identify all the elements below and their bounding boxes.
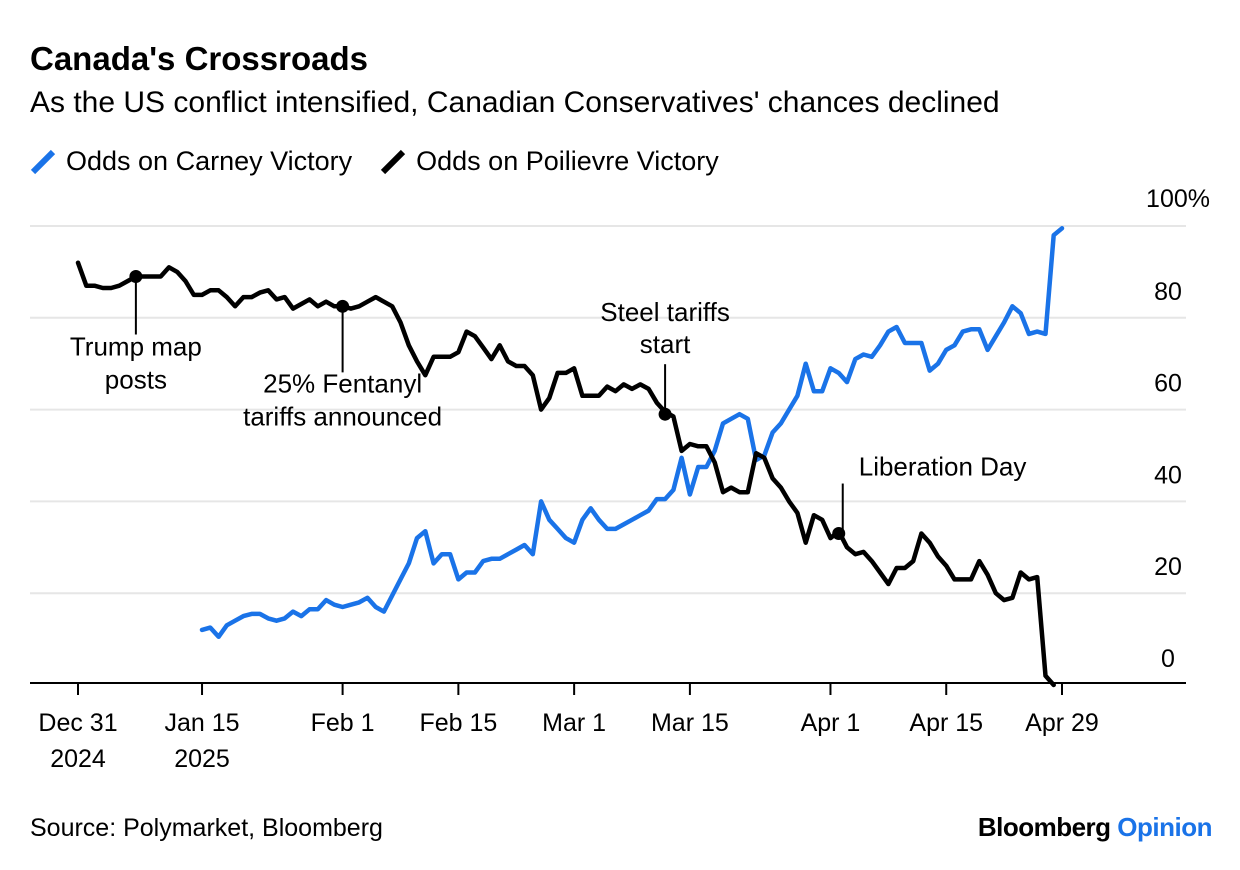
annotation-label: tariffs announced xyxy=(243,401,442,431)
x-tick-label-year: 2025 xyxy=(174,745,230,773)
chart-legend: Odds on Carney Victory Odds on Poilievre… xyxy=(30,146,719,177)
legend-swatch-carney xyxy=(30,149,56,174)
annotation-marker xyxy=(832,527,846,541)
annotation-marker xyxy=(129,269,143,283)
brand-logo: Bloomberg Opinion xyxy=(977,812,1213,843)
legend-label-poilievre: Odds on Poilievre Victory xyxy=(416,146,719,176)
series-line-poilievre xyxy=(75,260,1056,688)
legend-label-carney: Odds on Carney Victory xyxy=(66,146,353,176)
chart-subtitle: As the US conflict intensified, Canadian… xyxy=(30,86,1000,119)
x-tick-label-year: 2024 xyxy=(50,745,106,773)
annotation-label: Trump map xyxy=(70,331,202,361)
x-tick-label: Apr 15 xyxy=(909,709,983,737)
annotation-label: start xyxy=(640,329,691,359)
x-tick-label: Feb 1 xyxy=(311,709,375,737)
y-tick-label: 80 xyxy=(1154,278,1182,306)
y-tick-label: 40 xyxy=(1154,461,1182,489)
x-tick-label: Mar 15 xyxy=(651,709,729,737)
annotation-label: posts xyxy=(105,364,167,394)
annotation-label: 25% Fentanyl xyxy=(263,368,422,398)
x-tick-label: Apr 29 xyxy=(1025,709,1099,737)
x-tick-label: Feb 15 xyxy=(419,709,497,737)
annotation-label: Steel tariffs xyxy=(600,297,730,327)
x-tick-label: Apr 1 xyxy=(801,709,861,737)
source-note: Source: Polymarket, Bloomberg xyxy=(30,814,383,842)
annotation-label: Liberation Day xyxy=(859,452,1027,482)
brand-name: Bloomberg xyxy=(977,812,1111,842)
x-tick-label: Mar 1 xyxy=(542,709,606,737)
legend-swatch-poilievre xyxy=(381,149,406,174)
y-tick-label: 60 xyxy=(1154,370,1182,398)
annotation-marker xyxy=(658,407,672,421)
series-line-carney xyxy=(199,226,1065,640)
y-tick-label: 0 xyxy=(1161,645,1175,673)
x-tick-label: Dec 31 xyxy=(38,709,117,737)
x-tick-label: Jan 15 xyxy=(165,709,240,737)
annotation-marker xyxy=(336,299,350,313)
legend-item-poilievre: Odds on Poilievre Victory xyxy=(380,146,719,177)
legend-item-carney: Odds on Carney Victory xyxy=(30,146,352,177)
brand-section: Opinion xyxy=(1117,812,1212,842)
y-tick-label: 100% xyxy=(1146,185,1210,213)
chart-title: Canada's Crossroads xyxy=(30,40,368,77)
y-tick-label: 20 xyxy=(1154,553,1182,581)
